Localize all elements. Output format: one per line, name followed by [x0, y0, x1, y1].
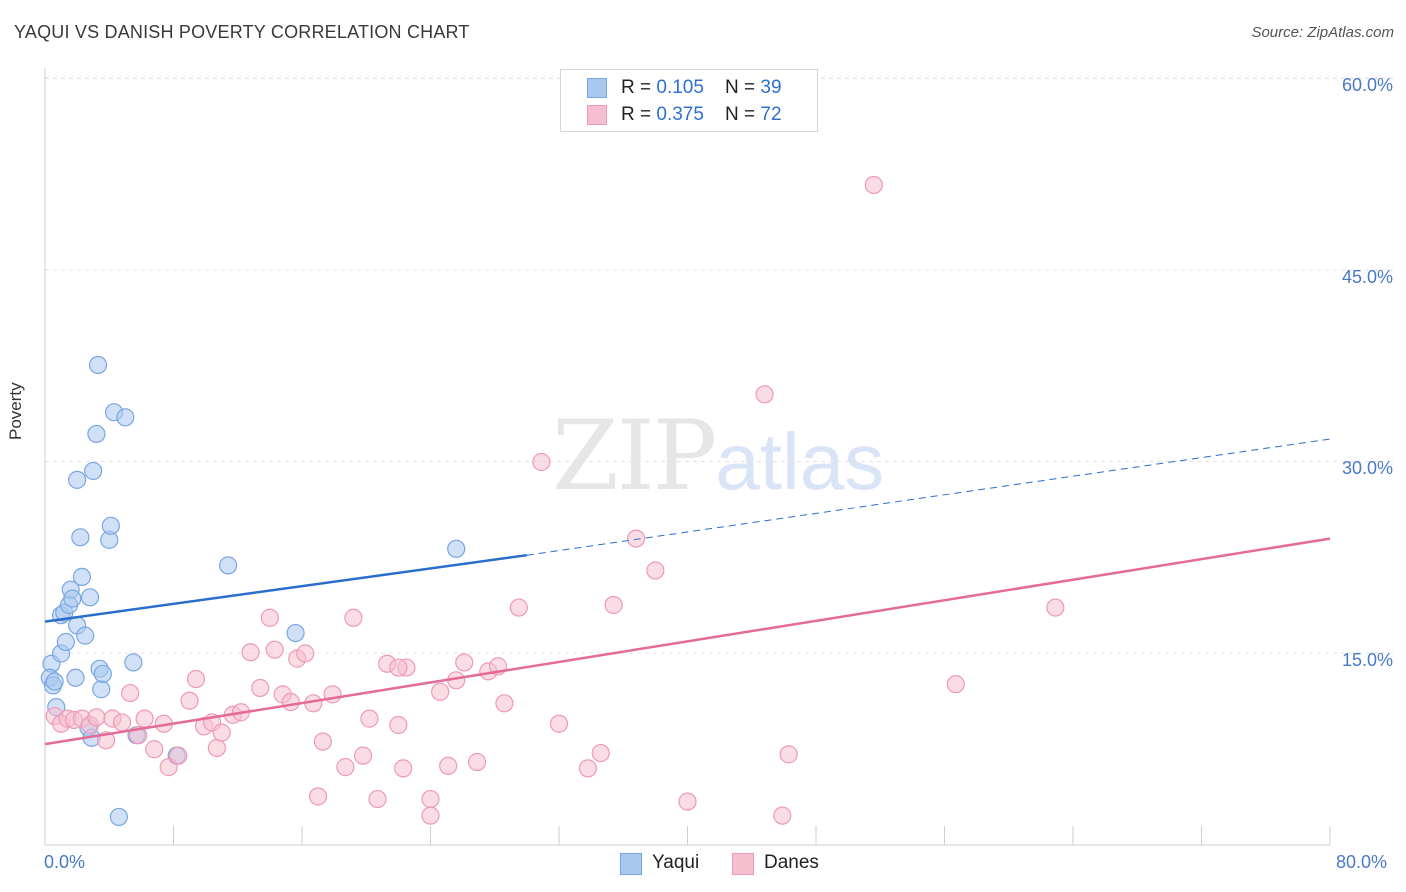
point-yaqui-16 — [72, 567, 92, 587]
point-danes-26 — [251, 678, 270, 698]
legend-r-value-yaqui: 0.105 — [656, 77, 704, 98]
point-danes-17 — [180, 691, 199, 710]
legend-r-value-danes: 0.375 — [656, 104, 704, 125]
point-yaqui-14 — [68, 470, 87, 489]
point-yaqui-23 — [88, 355, 108, 375]
point-danes-64 — [773, 806, 792, 825]
point-danes-22 — [212, 723, 231, 742]
point-yaqui-12 — [66, 668, 85, 687]
point-danes-13 — [145, 740, 164, 759]
point-yaqui-32 — [124, 653, 143, 672]
point-danes-47 — [439, 756, 458, 775]
point-danes-60 — [626, 529, 646, 548]
legend-swatch-danes — [732, 853, 754, 875]
legend-swatch-danes — [587, 105, 607, 125]
point-danes-44 — [394, 759, 413, 778]
legend-r-label: R = — [621, 104, 657, 125]
legend-label-yaqui: Yaqui — [652, 852, 700, 873]
point-danes-21 — [207, 738, 226, 758]
point-danes-56 — [549, 714, 569, 733]
legend-r-label: R = — [621, 77, 657, 98]
point-danes-34 — [313, 732, 332, 751]
y-tick-label-60: 60.0% — [1341, 75, 1393, 95]
chart-title: YAQUI VS DANISH POVERTY CORRELATION CHAR… — [14, 22, 470, 42]
point-yaqui-17 — [76, 626, 95, 645]
legend-n-label: N = — [725, 77, 761, 98]
point-danes-16 — [169, 746, 188, 765]
point-danes-39 — [353, 746, 373, 765]
point-danes-12 — [135, 709, 154, 728]
legend-swatch-yaqui — [620, 853, 642, 875]
trendline-danes — [44, 537, 1331, 746]
point-danes-58 — [591, 743, 610, 763]
point-danes-59 — [604, 595, 623, 615]
point-yaqui-30 — [109, 807, 128, 827]
point-danes-42 — [389, 715, 408, 735]
legend-swatch-yaqui — [587, 78, 607, 98]
point-danes-9 — [112, 713, 132, 732]
point-danes-30 — [281, 692, 300, 712]
point-danes-36 — [336, 758, 355, 777]
point-danes-61 — [646, 561, 665, 580]
point-danes-63 — [755, 385, 774, 404]
point-danes-54 — [509, 598, 528, 617]
legend-label-danes: Danes — [764, 852, 819, 873]
point-yaqui-26 — [93, 664, 112, 684]
x-tick-label-min: 0.0% — [44, 852, 86, 872]
y-tick-label-30: 30.0% — [1341, 458, 1393, 478]
point-danes-6 — [87, 708, 106, 727]
point-danes-40 — [368, 789, 387, 809]
point-yaqui-11 — [63, 589, 82, 608]
point-danes-45 — [421, 789, 440, 809]
point-danes-18 — [186, 669, 206, 689]
point-yaqui-19 — [80, 588, 100, 607]
point-yaqui-28 — [101, 516, 120, 535]
point-danes-57 — [578, 759, 598, 778]
y-axis-title: Poverty — [6, 382, 25, 440]
correlation-legend: R = 0.105 N = 39 R = 0.375 N = 72 — [560, 69, 818, 132]
legend-n-value-yaqui: 39 — [760, 77, 782, 98]
point-danes-32 — [296, 644, 315, 663]
point-danes-70 — [421, 806, 440, 825]
x-tick-label-max: 80.0% — [1336, 852, 1388, 872]
point-danes-46 — [431, 682, 450, 701]
point-yaqui-31 — [116, 408, 135, 427]
point-yaqui-3 — [45, 672, 64, 691]
legend-n-label: N = — [725, 104, 761, 125]
point-danes-66 — [864, 175, 883, 195]
point-danes-67 — [946, 675, 965, 694]
trendline-yaqui — [44, 553, 528, 623]
watermark-zip: ZIP — [552, 400, 717, 512]
point-yaqui-21 — [84, 461, 103, 481]
point-yaqui-35 — [219, 556, 238, 575]
point-yaqui-37 — [447, 539, 466, 558]
point-danes-27 — [260, 608, 279, 627]
point-danes-55 — [532, 452, 551, 472]
point-danes-25 — [241, 643, 260, 662]
point-danes-68 — [1046, 598, 1065, 617]
point-yaqui-36 — [286, 623, 305, 643]
point-danes-49 — [455, 653, 474, 672]
y-tick-label-45: 45.0% — [1341, 266, 1393, 287]
legend-n-value-danes: 72 — [760, 104, 782, 125]
chart-source: Source: ZipAtlas.com — [1251, 24, 1394, 41]
point-danes-10 — [121, 683, 140, 703]
point-danes-28 — [265, 640, 284, 659]
point-yaqui-22 — [87, 424, 106, 444]
point-danes-37 — [344, 608, 363, 627]
point-yaqui-8 — [56, 632, 75, 652]
point-danes-50 — [467, 752, 487, 772]
point-yaqui-25 — [92, 680, 111, 699]
point-danes-69 — [308, 787, 328, 806]
y-tick-label-15: 15.0% — [1341, 649, 1393, 670]
point-yaqui-15 — [71, 528, 90, 547]
point-danes-62 — [678, 792, 697, 811]
point-danes-65 — [779, 745, 798, 764]
point-danes-38 — [360, 709, 379, 728]
point-danes-71 — [389, 658, 408, 677]
trendline-yaqui-projection — [526, 438, 1331, 556]
point-danes-53 — [495, 694, 514, 713]
